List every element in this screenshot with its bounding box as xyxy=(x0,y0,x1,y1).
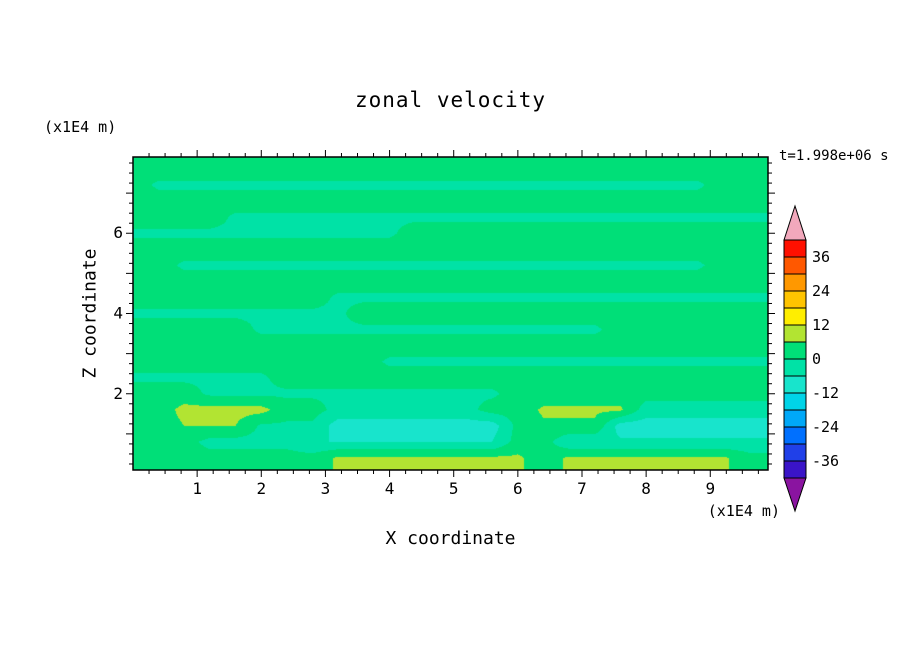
x-tick-label: 5 xyxy=(449,479,459,498)
colorbar-band xyxy=(783,358,807,377)
z-tick-label: 2 xyxy=(113,384,123,403)
x-tick-label: 9 xyxy=(705,479,715,498)
x-tick-label: 1 xyxy=(192,479,202,498)
colorbar-band xyxy=(783,324,807,343)
colorbar-label: 12 xyxy=(812,316,830,334)
x-axis-title: X coordinate xyxy=(385,528,516,549)
colorbar-band xyxy=(783,426,807,445)
colorbar-label: 36 xyxy=(812,248,830,266)
colorbar-label: 0 xyxy=(812,350,821,368)
colorbar-band xyxy=(783,341,807,360)
colorbar-band xyxy=(783,273,807,292)
colorbar-band xyxy=(783,307,807,326)
x-axis-unit-label: (x1E4 m) xyxy=(707,502,780,520)
colorbar-label: -12 xyxy=(812,384,839,402)
colorbar-band xyxy=(783,239,807,258)
x-tick-label: 7 xyxy=(577,479,587,498)
x-tick-label: 6 xyxy=(513,479,523,498)
x-tick-label: 3 xyxy=(321,479,331,498)
colorbar-label: 24 xyxy=(812,282,830,300)
z-tick-label: 4 xyxy=(113,304,123,323)
colorbar-band xyxy=(783,256,807,275)
colorbar-band xyxy=(783,290,807,309)
z-tick-label: 6 xyxy=(113,223,123,242)
plot-title: zonal velocity xyxy=(354,88,546,112)
time-stamp-label: t=1.998e+06 s xyxy=(779,148,889,164)
colorbar-under-arrow xyxy=(783,477,807,513)
z-axis-unit-label: (x1E4 m) xyxy=(44,118,117,136)
colorbar-over-arrow xyxy=(783,204,807,241)
colorbar-band xyxy=(783,460,807,479)
colorbar-label: -24 xyxy=(812,418,839,436)
colorbar-band xyxy=(783,443,807,462)
colorbar-band xyxy=(783,392,807,411)
colorbar-label: -36 xyxy=(812,452,839,470)
z-axis-title: Z coordinate xyxy=(79,248,101,379)
colorbar-band xyxy=(783,375,807,394)
x-tick-label: 4 xyxy=(385,479,395,498)
x-tick-label: 8 xyxy=(641,479,651,498)
x-tick-label: 2 xyxy=(256,479,266,498)
contour-field-canvas xyxy=(133,157,768,470)
colorbar-band xyxy=(783,409,807,428)
